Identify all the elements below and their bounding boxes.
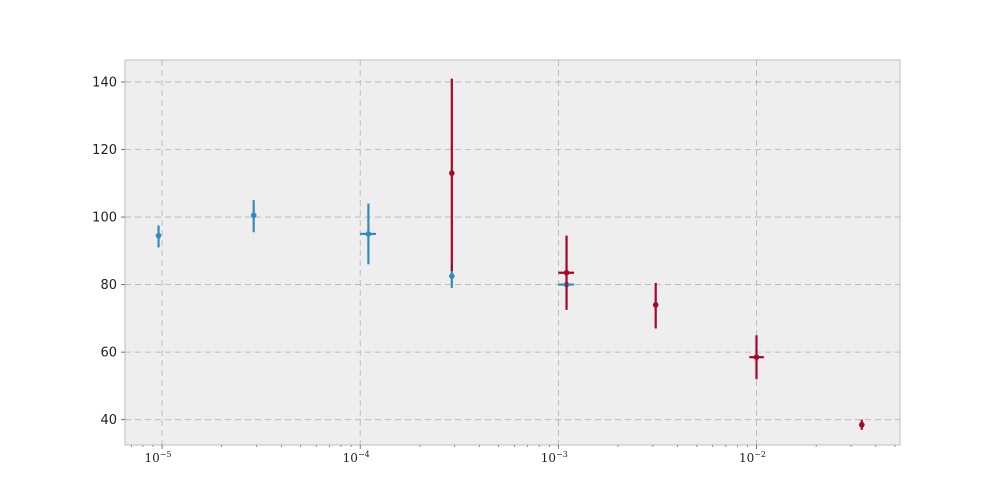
y-tick-label: 120: [92, 143, 117, 158]
x-tick-label: 10−2: [739, 450, 766, 465]
x-minor-ticks: [131, 445, 896, 447]
data-point: [753, 354, 760, 360]
plot-area: [124, 59, 901, 446]
y-tick-label: 60: [100, 346, 117, 361]
grid-lines: [125, 60, 900, 445]
data-point: [858, 421, 865, 428]
data-point: [563, 269, 570, 276]
data-point: [365, 231, 372, 237]
x-tick-label: 10−3: [541, 450, 568, 465]
axis-ticks: [121, 81, 757, 449]
y-tick-label: 80: [100, 278, 117, 293]
y-tick-label: 40: [100, 413, 117, 428]
y-tick-label: 100: [92, 211, 117, 226]
data-point: [652, 302, 659, 308]
data-point: [449, 170, 455, 176]
y-tick-labels: 40 60 80 100 120 140: [92, 75, 117, 428]
data-point: [250, 212, 257, 219]
data-point: [449, 273, 455, 279]
series-2: [449, 78, 865, 430]
data-marks: [155, 78, 865, 430]
data-point: [155, 232, 162, 239]
x-tick-label: 10−5: [145, 450, 172, 465]
x-tick-labels: 10−5 10−4 10−3 10−2: [145, 450, 767, 465]
y-tick-label: 140: [92, 75, 117, 90]
x-tick-label: 10−4: [343, 450, 370, 465]
